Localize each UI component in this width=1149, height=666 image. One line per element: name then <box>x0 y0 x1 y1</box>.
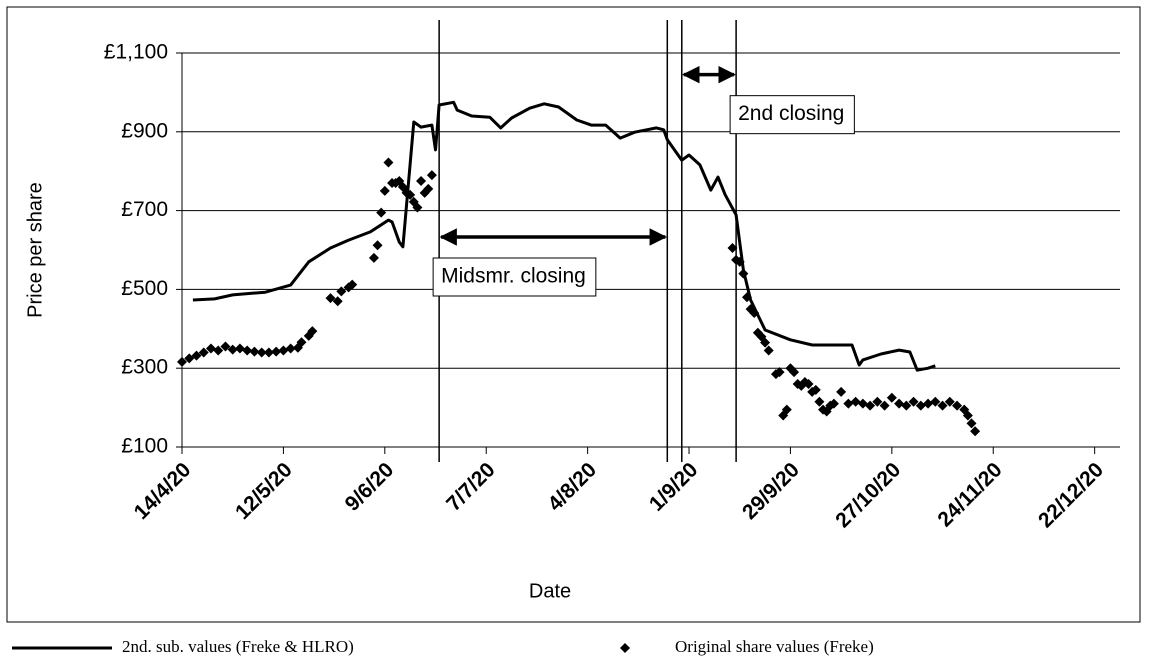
price-point <box>285 343 296 354</box>
price-point <box>763 345 774 356</box>
price-point <box>952 400 963 411</box>
price-point <box>727 243 738 254</box>
price-point <box>213 345 224 356</box>
price-point <box>242 345 253 356</box>
x-tick-label: 29/9/20 <box>738 458 804 524</box>
price-point <box>271 346 282 357</box>
price-point <box>930 396 941 407</box>
x-axis-title: Date <box>529 580 571 602</box>
price-point <box>205 343 216 354</box>
price-point <box>741 292 752 303</box>
x-tick-label: 22/12/20 <box>1034 458 1108 532</box>
price-point <box>734 256 745 267</box>
price-point <box>857 398 868 409</box>
price-point <box>915 400 926 411</box>
price-point <box>937 400 948 411</box>
price-point <box>886 392 897 403</box>
price-point <box>372 240 383 251</box>
price-point <box>405 189 416 200</box>
price-point <box>865 400 876 411</box>
y-tick-label: £300 <box>121 356 168 379</box>
price-point <box>810 384 821 395</box>
chart-frame <box>6 6 1141 623</box>
price-point <box>781 404 792 415</box>
price-point <box>412 202 423 213</box>
price-point <box>970 426 981 437</box>
price-point <box>879 400 890 411</box>
price-point <box>336 286 347 297</box>
x-tick-label: 24/11/20 <box>933 458 1006 531</box>
price-point <box>191 350 202 361</box>
price-point <box>379 185 390 196</box>
price-point <box>347 279 358 290</box>
price-point <box>376 207 387 218</box>
price-point <box>850 396 861 407</box>
price-point <box>872 396 883 407</box>
price-point <box>368 252 379 263</box>
price-point <box>923 398 934 409</box>
price-point <box>198 347 209 358</box>
price-point <box>749 308 760 319</box>
price-point <box>426 170 437 181</box>
x-tick-label: 4/8/20 <box>544 458 602 516</box>
price-point <box>325 293 336 304</box>
price-point <box>843 398 854 409</box>
y-tick-label: £700 <box>121 198 168 221</box>
price-point <box>278 345 289 356</box>
x-tick-label: 14/4/20 <box>130 458 196 524</box>
price-point <box>234 343 245 354</box>
legend-label: 2nd. sub. values (Freke & HLRO) <box>122 637 354 656</box>
price-point <box>828 398 839 409</box>
price-point <box>814 396 825 407</box>
annotation-label: 2nd closing <box>738 102 844 125</box>
price-point <box>383 157 394 168</box>
legend-label: Original share values (Freke) <box>675 637 874 656</box>
annotation-frame <box>729 95 855 135</box>
price-point <box>738 268 749 279</box>
price-point <box>901 400 912 411</box>
x-tick-label: 27/10/20 <box>831 458 905 532</box>
price-point <box>760 337 771 348</box>
price-point <box>836 386 847 397</box>
price-point <box>220 341 231 352</box>
annotation-frame <box>432 257 597 297</box>
price-point <box>416 176 427 187</box>
y-tick-label: £1,100 <box>104 41 168 64</box>
annotation-label: Midsmr. closing <box>441 265 586 288</box>
x-tick-label: 1/9/20 <box>645 458 703 516</box>
annotation-box: 2nd closing <box>729 95 855 135</box>
price-point <box>789 367 800 378</box>
x-tick-label: 9/6/20 <box>341 458 399 516</box>
price-point <box>908 396 919 407</box>
price-point <box>803 378 814 389</box>
price-point <box>966 418 977 429</box>
price-point <box>423 183 434 194</box>
price-point <box>774 367 785 378</box>
price-point <box>944 396 955 407</box>
price-point <box>307 326 318 337</box>
y-axis-title: Price per share <box>24 182 46 318</box>
price-point <box>296 337 307 348</box>
y-tick-label: £500 <box>121 277 168 300</box>
price-line <box>192 100 936 372</box>
price-point <box>177 356 187 367</box>
annotation-box: Midsmr. closing <box>432 257 597 297</box>
x-tick-label: 12/5/20 <box>231 458 297 524</box>
legend-swatch <box>620 643 630 653</box>
price-point <box>227 344 238 355</box>
price-point <box>962 410 973 421</box>
y-tick-label: £100 <box>121 435 168 458</box>
price-point <box>332 296 343 307</box>
x-tick-label: 7/7/20 <box>442 458 500 516</box>
price-point <box>249 346 260 357</box>
price-point <box>263 347 274 358</box>
price-point <box>894 398 905 409</box>
price-point <box>184 353 195 364</box>
y-tick-label: £900 <box>121 119 168 142</box>
price-point <box>256 347 267 358</box>
